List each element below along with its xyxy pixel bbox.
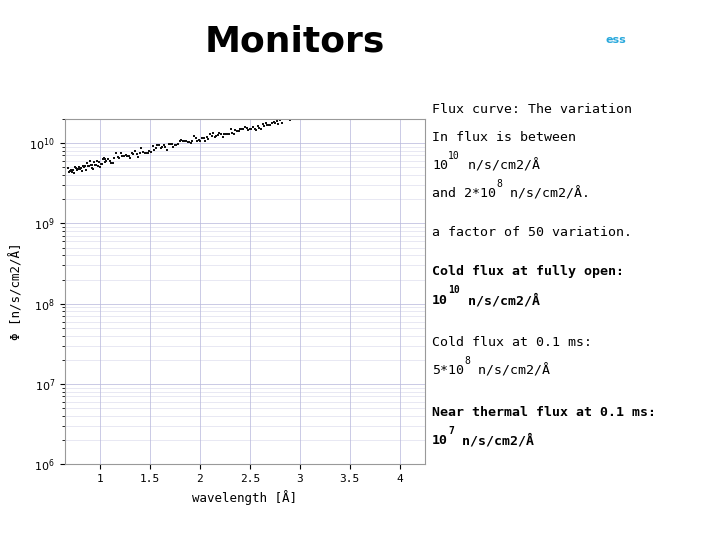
Text: 10: 10: [432, 434, 448, 447]
Text: n/s/cm2/Å: n/s/cm2/Å: [460, 294, 540, 307]
Text: 10: 10: [432, 159, 448, 172]
Text: Flux curve: The variation: Flux curve: The variation: [432, 103, 632, 116]
Text: n/s/cm2/Å: n/s/cm2/Å: [460, 159, 540, 172]
X-axis label: wavelength [Å]: wavelength [Å]: [192, 490, 297, 505]
Text: 10: 10: [448, 151, 460, 161]
Text: 8: 8: [464, 356, 470, 366]
Text: n/s/cm2/Å.: n/s/cm2/Å.: [502, 187, 590, 200]
Text: n/s/cm2/Å: n/s/cm2/Å: [470, 364, 550, 377]
Text: 8: 8: [496, 179, 502, 189]
Text: 5*10: 5*10: [432, 364, 464, 377]
Text: In flux is between: In flux is between: [432, 131, 576, 144]
Circle shape: [576, 18, 657, 65]
Y-axis label: Φ [n/s/cm2/Å]: Φ [n/s/cm2/Å]: [11, 243, 24, 340]
Text: n/s/cm2/Å: n/s/cm2/Å: [454, 434, 534, 448]
Text: Monitors: Monitors: [205, 25, 385, 59]
Text: and 2*10: and 2*10: [432, 187, 496, 200]
Text: Cold flux at fully open:: Cold flux at fully open:: [432, 266, 624, 279]
Text: Cold flux at 0.1 ms:: Cold flux at 0.1 ms:: [432, 336, 592, 349]
Text: SPALLATION: SPALLATION: [665, 38, 703, 43]
Text: 10: 10: [432, 294, 448, 307]
Text: 10: 10: [448, 286, 460, 295]
Text: SOURCE: SOURCE: [665, 53, 691, 58]
Text: a factor of 50 variation.: a factor of 50 variation.: [432, 226, 632, 239]
Text: ess: ess: [606, 35, 626, 45]
Text: Near thermal flux at 0.1 ms:: Near thermal flux at 0.1 ms:: [432, 406, 656, 419]
Text: EUROPEAN: EUROPEAN: [665, 23, 699, 28]
Text: 7: 7: [448, 426, 454, 436]
